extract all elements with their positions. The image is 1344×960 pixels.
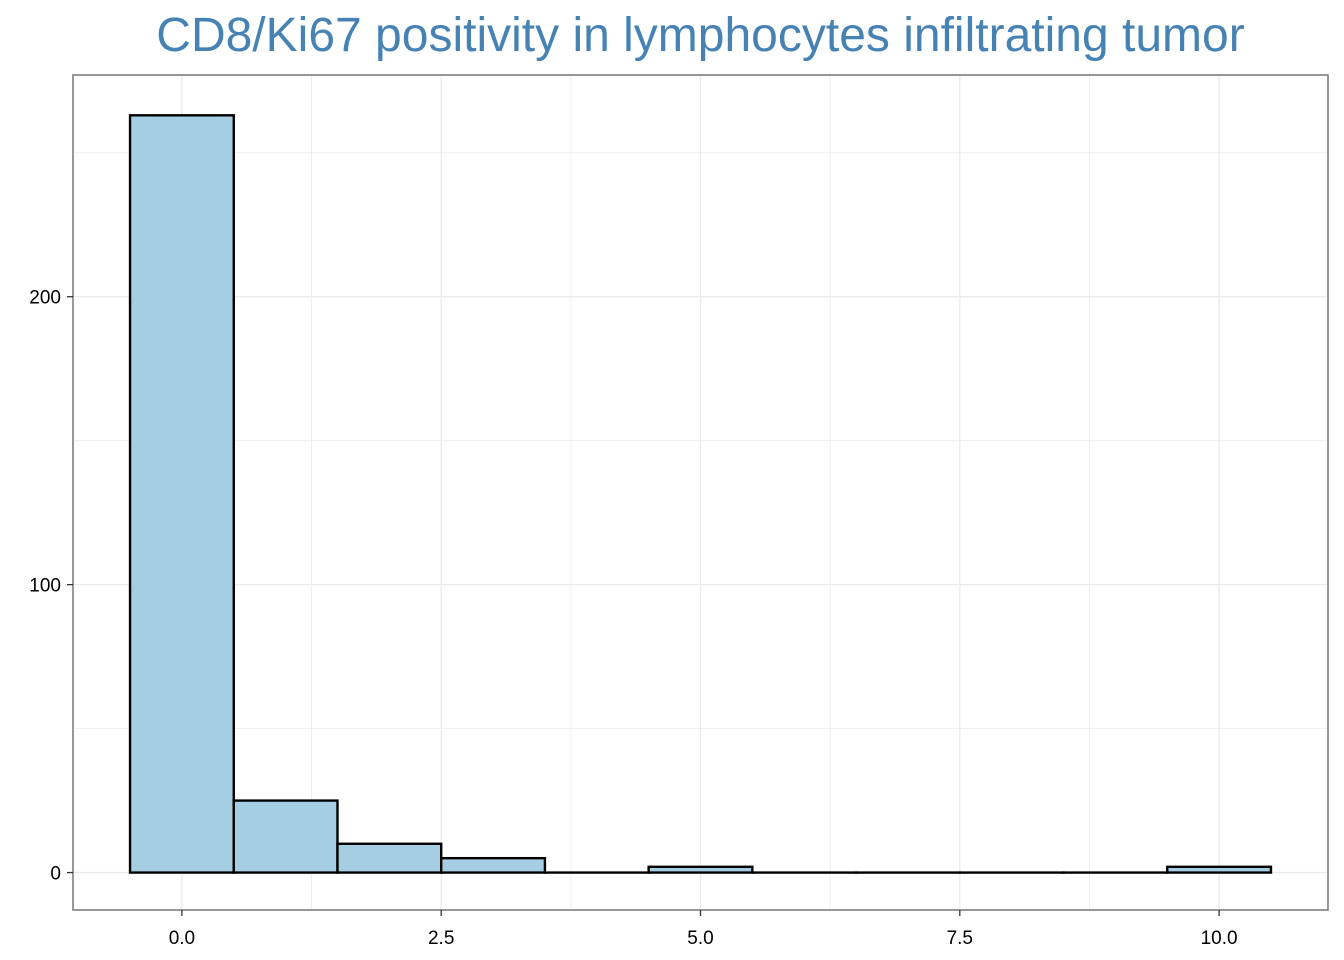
histogram-bar — [647, 865, 754, 874]
x-tick-label: 7.5 — [947, 928, 973, 949]
histogram-bar — [1166, 865, 1273, 874]
y-tick-label: 200 — [29, 288, 61, 309]
histogram-bars — [128, 114, 1273, 874]
y-tick-label: 100 — [29, 576, 61, 597]
grid-lines — [73, 75, 1328, 910]
y-tick-label: 0 — [50, 864, 61, 885]
histogram-bar — [128, 114, 235, 874]
chart-title: CD8/Ki67 positivity in lymphocytes infil… — [156, 9, 1245, 62]
histogram-bar — [232, 799, 339, 874]
histogram-bar — [336, 842, 443, 874]
x-tick-label: 5.0 — [687, 928, 713, 949]
x-tick-label: 2.5 — [428, 928, 454, 949]
x-tick-label: 10.0 — [1201, 928, 1238, 949]
x-tick-label: 0.0 — [169, 928, 195, 949]
axes: 0.0 2.5 5.0 7.5 10.0 0 100 200 — [29, 288, 1237, 949]
histogram-bar — [440, 856, 547, 874]
